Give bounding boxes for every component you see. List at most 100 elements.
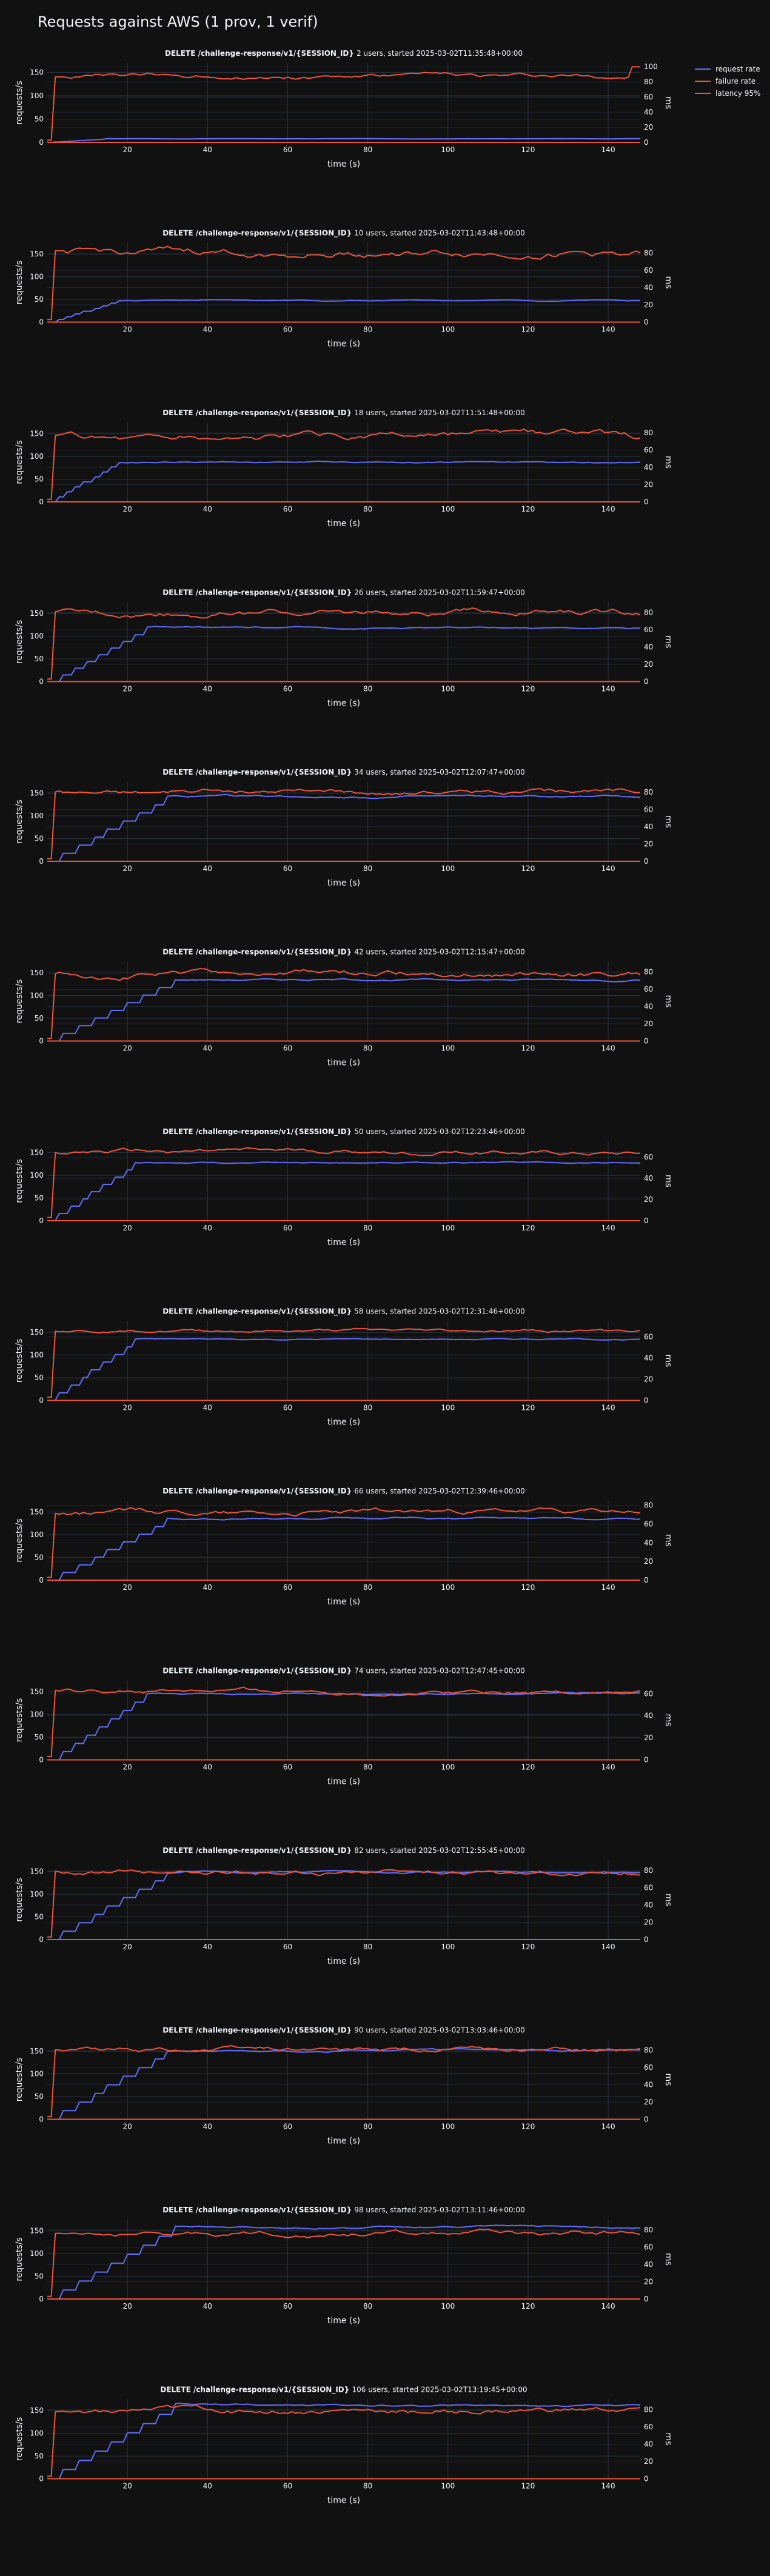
subplot-route: DELETE /challenge-response/v1/{SESSION_I… <box>162 1307 354 1316</box>
x-tick-label: 20 <box>123 2302 132 2311</box>
subplot-5: DELETE /challenge-response/v1/{SESSION_I… <box>15 768 673 888</box>
series-line-latency-95- <box>47 67 640 140</box>
y-right-axis-label: ms <box>663 636 673 649</box>
x-tick-label: 120 <box>521 1224 535 1232</box>
y-right-tick-label: 80 <box>644 249 653 258</box>
series-line-request-rate <box>47 795 640 861</box>
x-tick-label: 40 <box>203 1404 212 1412</box>
subplot-title: DELETE /challenge-response/v1/{SESSION_I… <box>165 49 523 58</box>
y-right-tick-label: 20 <box>644 2457 653 2466</box>
y-left-tick-label: 0 <box>39 857 44 866</box>
x-tick-label: 120 <box>521 685 535 693</box>
x-tick-label: 80 <box>363 1044 372 1053</box>
y-left-tick-label: 150 <box>30 1687 44 1696</box>
y-left-tick-label: 50 <box>35 295 44 304</box>
y-right-tick-label: 20 <box>644 1733 653 1742</box>
x-tick-label: 100 <box>441 1224 455 1232</box>
x-tick-label: 80 <box>363 1224 372 1232</box>
y-right-tick-label: 80 <box>644 788 653 796</box>
y-right-tick-label: 20 <box>644 1918 653 1927</box>
x-axis-label: time (s) <box>327 2316 360 2326</box>
y-right-axis-label: ms <box>663 2074 673 2086</box>
x-tick-label: 80 <box>363 2482 372 2491</box>
x-tick-label: 60 <box>283 1224 292 1232</box>
x-tick-label: 60 <box>283 2482 292 2491</box>
x-axis-label: time (s) <box>327 1058 360 1068</box>
subplot-title: DELETE /challenge-response/v1/{SESSION_I… <box>162 1667 525 1676</box>
y-left-tick-label: 0 <box>39 1037 44 1046</box>
x-tick-label: 100 <box>441 1763 455 1772</box>
y-right-axis-label: ms <box>663 995 673 1008</box>
x-tick-label: 100 <box>441 505 455 513</box>
y-left-tick-label: 0 <box>39 1756 44 1764</box>
y-left-tick-label: 50 <box>35 115 44 123</box>
series-line-latency-95- <box>47 1870 640 1937</box>
subplot-title: DELETE /challenge-response/v1/{SESSION_I… <box>162 1487 525 1496</box>
y-left-tick-label: 50 <box>35 1014 44 1023</box>
subplot-title: DELETE /challenge-response/v1/{SESSION_I… <box>162 409 525 418</box>
y-right-axis-label: ms <box>663 2433 673 2446</box>
y-right-tick-label: 40 <box>644 1901 653 1909</box>
y-left-tick-label: 100 <box>30 2429 44 2438</box>
y-right-tick-label: 40 <box>644 643 653 652</box>
subplot-title: DELETE /challenge-response/v1/{SESSION_I… <box>160 2386 527 2395</box>
x-tick-label: 60 <box>283 325 292 334</box>
x-tick-label: 80 <box>363 1583 372 1592</box>
y-left-tick-label: 100 <box>30 1890 44 1898</box>
subplot-title: DELETE /challenge-response/v1/{SESSION_I… <box>162 2206 525 2215</box>
subplot-route: DELETE /challenge-response/v1/{SESSION_I… <box>162 948 354 957</box>
y-right-tick-label: 40 <box>644 284 653 292</box>
subplot-route: DELETE /challenge-response/v1/{SESSION_I… <box>162 1667 354 1676</box>
subplot-route: DELETE /challenge-response/v1/{SESSION_I… <box>162 1487 354 1496</box>
y-left-tick-label: 100 <box>30 452 44 461</box>
y-right-tick-label: 40 <box>644 823 653 831</box>
y-right-tick-label: 20 <box>644 123 653 132</box>
y-right-tick-label: 80 <box>644 2046 653 2055</box>
subplot-title: DELETE /challenge-response/v1/{SESSION_I… <box>162 589 525 598</box>
y-right-tick-label: 60 <box>644 1333 653 1341</box>
y-left-tick-label: 0 <box>39 498 44 506</box>
series-line-request-rate <box>47 1517 640 1580</box>
y-left-tick-label: 150 <box>30 1149 44 1157</box>
x-tick-label: 60 <box>283 1583 292 1592</box>
subplot-14: DELETE /challenge-response/v1/{SESSION_I… <box>15 2386 673 2506</box>
series-line-latency-95- <box>47 1687 640 1757</box>
y-right-tick-label: 0 <box>644 138 649 147</box>
subplot-subtitle: 50 users, started 2025-03-02T12:23:46+00… <box>354 1127 525 1136</box>
y-left-tick-label: 50 <box>35 2092 44 2101</box>
y-right-tick-label: 40 <box>644 2440 653 2449</box>
y-right-tick-label: 40 <box>644 1003 653 1011</box>
x-tick-label: 60 <box>283 1943 292 1951</box>
x-tick-label: 40 <box>203 2123 212 2131</box>
y-left-tick-label: 150 <box>30 609 44 618</box>
y-right-axis-label: ms <box>663 1355 673 1367</box>
x-tick-label: 20 <box>123 1583 132 1592</box>
subplot-3: DELETE /challenge-response/v1/{SESSION_I… <box>15 409 673 529</box>
x-tick-label: 60 <box>283 864 292 873</box>
y-left-tick-label: 0 <box>39 1935 44 1944</box>
subplot-subtitle: 106 users, started 2025-03-02T13:19:45+0… <box>352 2386 527 2394</box>
series-line-latency-95- <box>47 429 640 499</box>
subplot-2: DELETE /challenge-response/v1/{SESSION_I… <box>15 229 673 349</box>
y-left-tick-label: 100 <box>30 812 44 820</box>
y-left-tick-label: 150 <box>30 789 44 798</box>
x-tick-label: 140 <box>601 1583 615 1592</box>
y-right-tick-label: 60 <box>644 1520 653 1529</box>
subplot-subtitle: 66 users, started 2025-03-02T12:39:46+00… <box>354 1487 525 1495</box>
y-right-tick-label: 0 <box>644 318 649 327</box>
y-left-tick-label: 50 <box>35 1194 44 1203</box>
x-tick-label: 80 <box>363 1763 372 1772</box>
y-left-tick-label: 150 <box>30 2227 44 2235</box>
y-right-tick-label: 60 <box>644 266 653 275</box>
subplot-subtitle: 90 users, started 2025-03-02T13:03:46+00… <box>354 2026 525 2035</box>
y-right-axis-label: ms <box>663 456 673 469</box>
subplot-11: DELETE /challenge-response/v1/{SESSION_I… <box>15 1846 673 1966</box>
x-tick-label: 40 <box>203 1763 212 1772</box>
x-tick-label: 60 <box>283 1044 292 1053</box>
x-tick-label: 100 <box>441 1044 455 1053</box>
y-right-axis-label: ms <box>663 1894 673 1906</box>
x-tick-label: 100 <box>441 2123 455 2131</box>
y-left-tick-label: 0 <box>39 138 44 147</box>
y-left-tick-label: 150 <box>30 430 44 438</box>
